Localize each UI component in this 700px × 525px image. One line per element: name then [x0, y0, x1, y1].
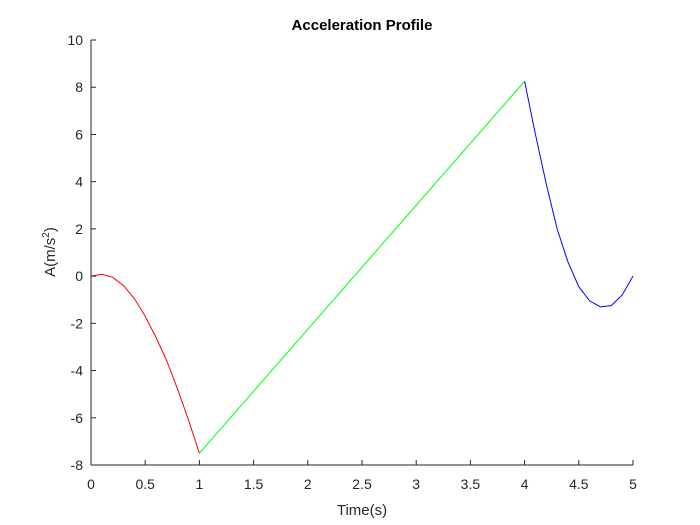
y-tick-label: 6 [75, 126, 83, 142]
x-tick-label: 3.5 [461, 476, 481, 492]
series-line-3 [524, 81, 634, 308]
chart-title: Acceleration Profile [292, 17, 433, 34]
series-line-2 [199, 80, 525, 454]
y-tick-label: 0 [75, 268, 83, 284]
y-tick-label: 10 [67, 32, 83, 48]
y-tick-label: 2 [75, 221, 83, 237]
x-tick-label: 5 [629, 476, 637, 492]
y-axis-label: A(m/s2) [41, 227, 59, 277]
x-tick-label: 1.5 [244, 476, 264, 492]
x-tick-label: 1 [196, 476, 204, 492]
x-tick-label: 3 [412, 476, 420, 492]
y-axis-label-close: ) [42, 227, 59, 232]
x-tick-label: 2 [304, 476, 312, 492]
y-tick-label: -6 [71, 410, 84, 426]
y-axis-label-main: A(m/s [42, 238, 59, 277]
series-layer [90, 80, 634, 454]
y-tick-label: -8 [71, 457, 84, 473]
y-axis-label-exponent: 2 [41, 232, 52, 238]
y-axis: -8 -6 -4 -2 0 2 4 6 8 10 [67, 32, 96, 473]
x-axis: 0 0.5 1 1.5 2 2.5 3 3.5 4 4.5 5 [87, 460, 637, 492]
x-tick-label: 4 [521, 476, 529, 492]
y-tick-label: 4 [75, 174, 83, 190]
x-tick-label: 4.5 [569, 476, 589, 492]
y-tick-label: -4 [71, 363, 84, 379]
series-line-1 [90, 273, 200, 454]
x-tick-label: 0.5 [135, 476, 155, 492]
y-tick-label: -2 [71, 315, 84, 331]
x-tick-label: 0 [87, 476, 95, 492]
x-axis-label: Time(s) [337, 502, 387, 519]
y-tick-label: 8 [75, 79, 83, 95]
x-tick-label: 2.5 [352, 476, 372, 492]
